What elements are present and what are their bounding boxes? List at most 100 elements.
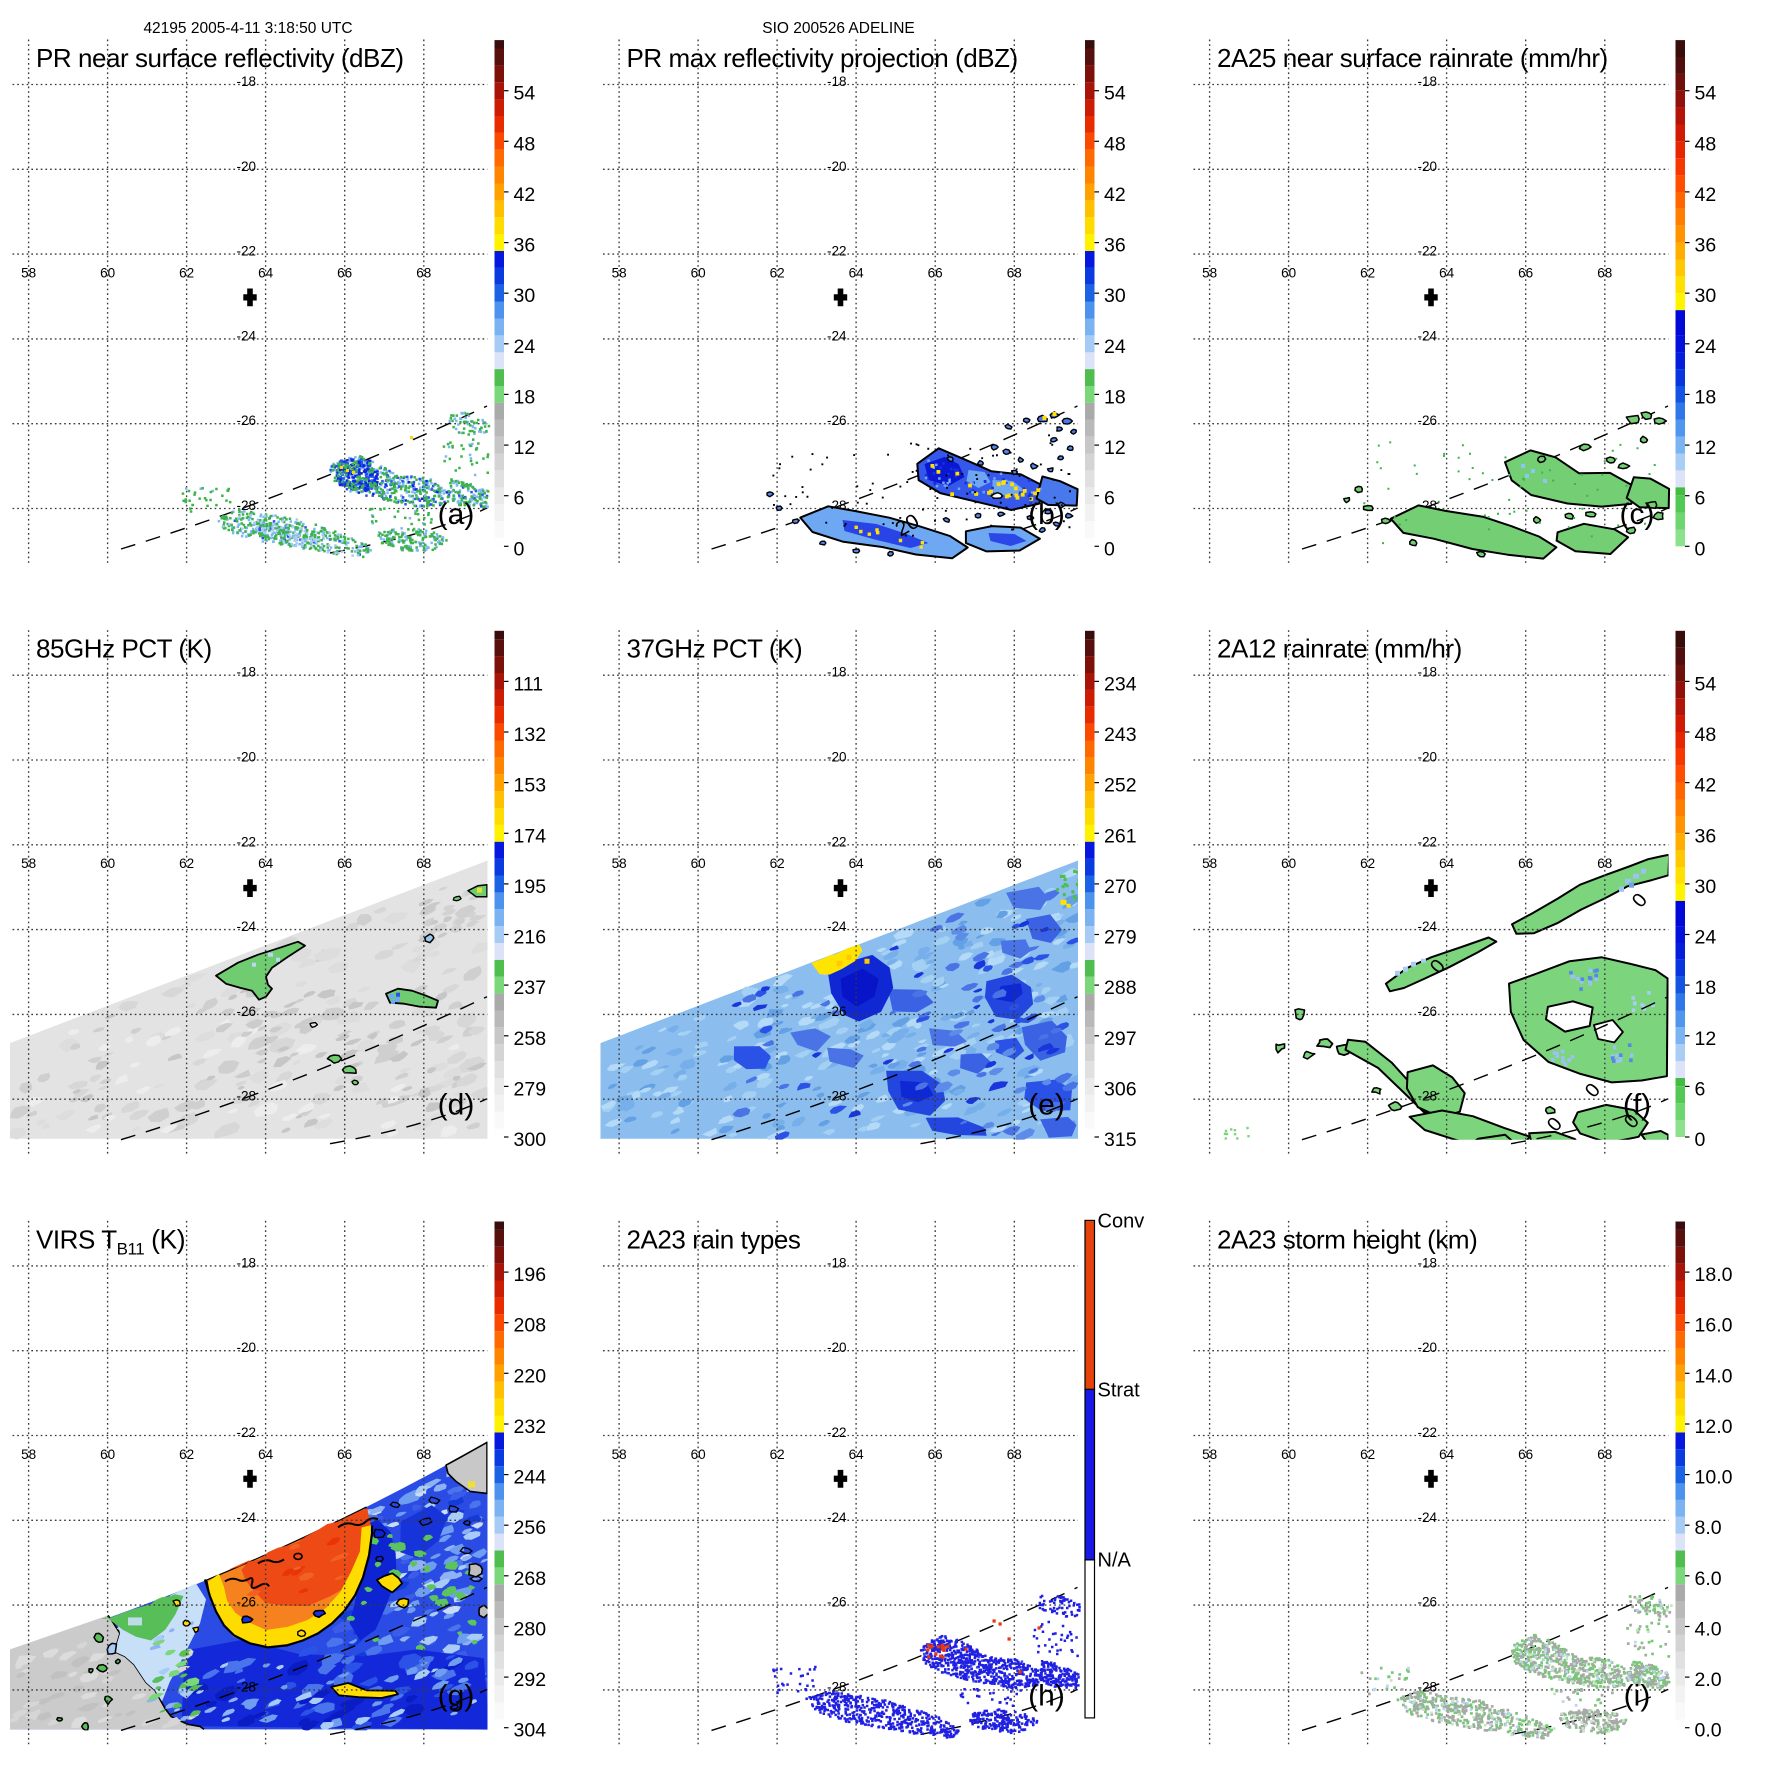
svg-text:2A23 storm height (km): 2A23 storm height (km)	[1217, 1224, 1477, 1254]
svg-text:18: 18	[514, 386, 536, 408]
svg-text:2A12 rainrate (mm/hr): 2A12 rainrate (mm/hr)	[1217, 634, 1462, 664]
svg-text:216: 216	[514, 927, 547, 949]
svg-text:288: 288	[1104, 977, 1137, 999]
svg-text:4.0: 4.0	[1695, 1619, 1722, 1641]
svg-text:297: 297	[1104, 1028, 1137, 1050]
svg-text:42: 42	[1104, 184, 1126, 206]
svg-text:0.0: 0.0	[1695, 1720, 1722, 1742]
svg-text:48: 48	[1104, 133, 1126, 155]
svg-text:261: 261	[1104, 825, 1137, 847]
svg-text:48: 48	[514, 133, 536, 155]
svg-text:6: 6	[1104, 488, 1115, 510]
svg-text:279: 279	[1104, 927, 1137, 949]
svg-text:6: 6	[1695, 488, 1706, 510]
svg-text:18: 18	[1695, 977, 1717, 999]
svg-text:258: 258	[514, 1028, 547, 1050]
svg-text:N/A: N/A	[1098, 1549, 1132, 1571]
svg-text:(h): (h)	[1028, 1679, 1065, 1712]
svg-text:132: 132	[514, 724, 547, 746]
svg-text:2A25 near surface rainrate (mm: 2A25 near surface rainrate (mm/hr)	[1217, 43, 1608, 73]
svg-text:(b): (b)	[1028, 498, 1065, 531]
svg-text:306: 306	[1104, 1078, 1137, 1100]
svg-text:195: 195	[514, 876, 547, 898]
svg-text:12: 12	[1104, 437, 1126, 459]
svg-text:12: 12	[514, 437, 536, 459]
svg-text:220: 220	[514, 1365, 547, 1387]
svg-text:18: 18	[1695, 386, 1717, 408]
svg-text:30: 30	[1695, 285, 1717, 307]
svg-text:42: 42	[514, 184, 536, 206]
svg-text:(a): (a)	[438, 498, 475, 531]
svg-text:18.0: 18.0	[1695, 1264, 1733, 1286]
svg-text:24: 24	[1695, 336, 1717, 358]
svg-text:30: 30	[1104, 285, 1126, 307]
svg-text:0: 0	[1695, 1129, 1706, 1151]
svg-text:42195 2005-4-11 3:18:50 UTC: 42195 2005-4-11 3:18:50 UTC	[143, 20, 352, 37]
svg-text:252: 252	[1104, 775, 1137, 797]
svg-text:234: 234	[1104, 673, 1137, 695]
svg-text:0: 0	[514, 538, 525, 560]
svg-text:54: 54	[1695, 673, 1717, 695]
svg-text:208: 208	[514, 1315, 547, 1337]
svg-text:(g): (g)	[438, 1679, 475, 1712]
svg-text:36: 36	[1695, 235, 1717, 257]
svg-text:6: 6	[514, 488, 525, 510]
svg-text:196: 196	[514, 1264, 547, 1286]
svg-text:36: 36	[514, 235, 536, 257]
svg-text:8.0: 8.0	[1695, 1517, 1722, 1539]
svg-text:(f): (f)	[1623, 1089, 1651, 1122]
svg-text:268: 268	[514, 1568, 547, 1590]
svg-text:30: 30	[514, 285, 536, 307]
svg-text:54: 54	[514, 83, 536, 105]
svg-text:12.0: 12.0	[1695, 1416, 1733, 1438]
svg-text:(i): (i)	[1624, 1679, 1651, 1712]
svg-text:315: 315	[1104, 1129, 1137, 1151]
svg-text:PR max reflectivity projection: PR max reflectivity projection (dBZ)	[627, 43, 1018, 73]
svg-text:0: 0	[1695, 538, 1706, 560]
svg-text:12: 12	[1695, 437, 1717, 459]
svg-text:VIRS TB11 (K): VIRS TB11 (K)	[36, 1224, 185, 1258]
svg-text:10.0: 10.0	[1695, 1467, 1733, 1489]
svg-text:Strat: Strat	[1098, 1379, 1141, 1401]
svg-text:24: 24	[514, 336, 536, 358]
svg-text:Conv: Conv	[1098, 1210, 1145, 1232]
svg-text:280: 280	[514, 1619, 547, 1641]
svg-text:18: 18	[1104, 386, 1126, 408]
svg-text:PR near surface reflectivity (: PR near surface reflectivity (dBZ)	[36, 43, 404, 73]
svg-text:36: 36	[1695, 825, 1717, 847]
svg-text:48: 48	[1695, 133, 1717, 155]
svg-text:SIO 200526 ADELINE: SIO 200526 ADELINE	[762, 20, 915, 37]
svg-text:12: 12	[1695, 1028, 1717, 1050]
svg-text:270: 270	[1104, 876, 1137, 898]
svg-text:(c): (c)	[1620, 498, 1655, 531]
svg-text:304: 304	[514, 1720, 547, 1742]
svg-text:14.0: 14.0	[1695, 1365, 1733, 1387]
svg-text:(e): (e)	[1028, 1089, 1065, 1122]
svg-text:300: 300	[514, 1129, 547, 1151]
svg-text:153: 153	[514, 775, 547, 797]
svg-text:0: 0	[1104, 538, 1115, 560]
svg-text:54: 54	[1695, 83, 1717, 105]
svg-text:111: 111	[514, 673, 544, 695]
svg-text:30: 30	[1695, 876, 1717, 898]
svg-text:232: 232	[514, 1416, 547, 1438]
svg-text:24: 24	[1695, 927, 1717, 949]
svg-text:279: 279	[514, 1078, 547, 1100]
svg-text:174: 174	[514, 825, 547, 847]
svg-text:85GHz PCT (K): 85GHz PCT (K)	[36, 634, 212, 664]
svg-text:16.0: 16.0	[1695, 1315, 1733, 1337]
svg-text:292: 292	[514, 1669, 547, 1691]
svg-text:54: 54	[1104, 83, 1126, 105]
svg-text:256: 256	[514, 1517, 547, 1539]
svg-text:244: 244	[514, 1467, 547, 1489]
svg-text:(d): (d)	[438, 1089, 475, 1122]
svg-text:37GHz PCT (K): 37GHz PCT (K)	[627, 634, 803, 664]
svg-text:2.0: 2.0	[1695, 1669, 1722, 1691]
svg-text:36: 36	[1104, 235, 1126, 257]
svg-text:243: 243	[1104, 724, 1137, 746]
svg-text:42: 42	[1695, 184, 1717, 206]
svg-text:24: 24	[1104, 336, 1126, 358]
svg-text:237: 237	[514, 977, 547, 999]
svg-text:42: 42	[1695, 775, 1717, 797]
svg-text:6.0: 6.0	[1695, 1568, 1722, 1590]
